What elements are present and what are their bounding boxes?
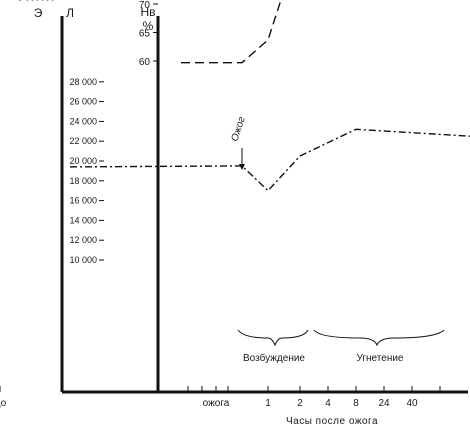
x-tick-label: 24 <box>378 398 390 409</box>
inhibition-bracket <box>313 329 445 347</box>
hb-tick-label: 65 <box>139 29 151 40</box>
axis-title-l: Л <box>66 6 74 20</box>
burn-arrow-head <box>239 164 245 170</box>
l-tick-label: 10 000 <box>69 255 97 265</box>
series-line-dash-dot <box>69 128 470 192</box>
x-tick-label: 8 <box>353 398 359 409</box>
e-tick-label: 8 000000 <box>17 0 55 3</box>
l-tick-label: 18 000 <box>69 176 97 186</box>
axis-title-hb: Нв <box>140 5 155 19</box>
l-tick-label: 16 000 <box>69 196 97 206</box>
x-tick-label: 2 <box>297 398 303 409</box>
excitation-label: Возбуждение <box>243 352 305 364</box>
axis-title-e: Э <box>34 6 43 20</box>
series-line-dashed <box>181 0 282 64</box>
x-tick-label: 40 <box>406 398 418 409</box>
hb-tick-label: 60 <box>139 57 151 68</box>
inhibition-label: Угнетение <box>356 353 403 364</box>
burn-label: Ожог <box>230 116 248 143</box>
x-tick-label: До <box>0 398 7 409</box>
x-tick-label: ожога <box>203 398 230 409</box>
l-tick-label: 28 000 <box>69 77 97 87</box>
l-tick-label: 26 000 <box>69 97 97 107</box>
series-lines <box>69 0 470 192</box>
excitation-bracket <box>237 329 309 347</box>
l-tick-label: 24 000 <box>69 116 97 126</box>
l-tick-label: 22 000 <box>69 136 97 146</box>
l-tick-label: 14 000 <box>69 215 97 225</box>
hb-tick-label: 70 <box>139 0 151 11</box>
chart-frame <box>60 16 468 394</box>
x-tick-label: 1 <box>265 398 271 409</box>
l-tick-label: 12 000 <box>69 235 97 245</box>
x-tick-label: 4 <box>325 398 331 409</box>
l-tick-label: 20 000 <box>69 156 97 166</box>
axis-unit-hb: % <box>143 19 154 33</box>
annotations: Ожог Возбуждение Угнетение <box>230 116 445 364</box>
x-axis-title: Часы после ожога <box>286 416 378 427</box>
